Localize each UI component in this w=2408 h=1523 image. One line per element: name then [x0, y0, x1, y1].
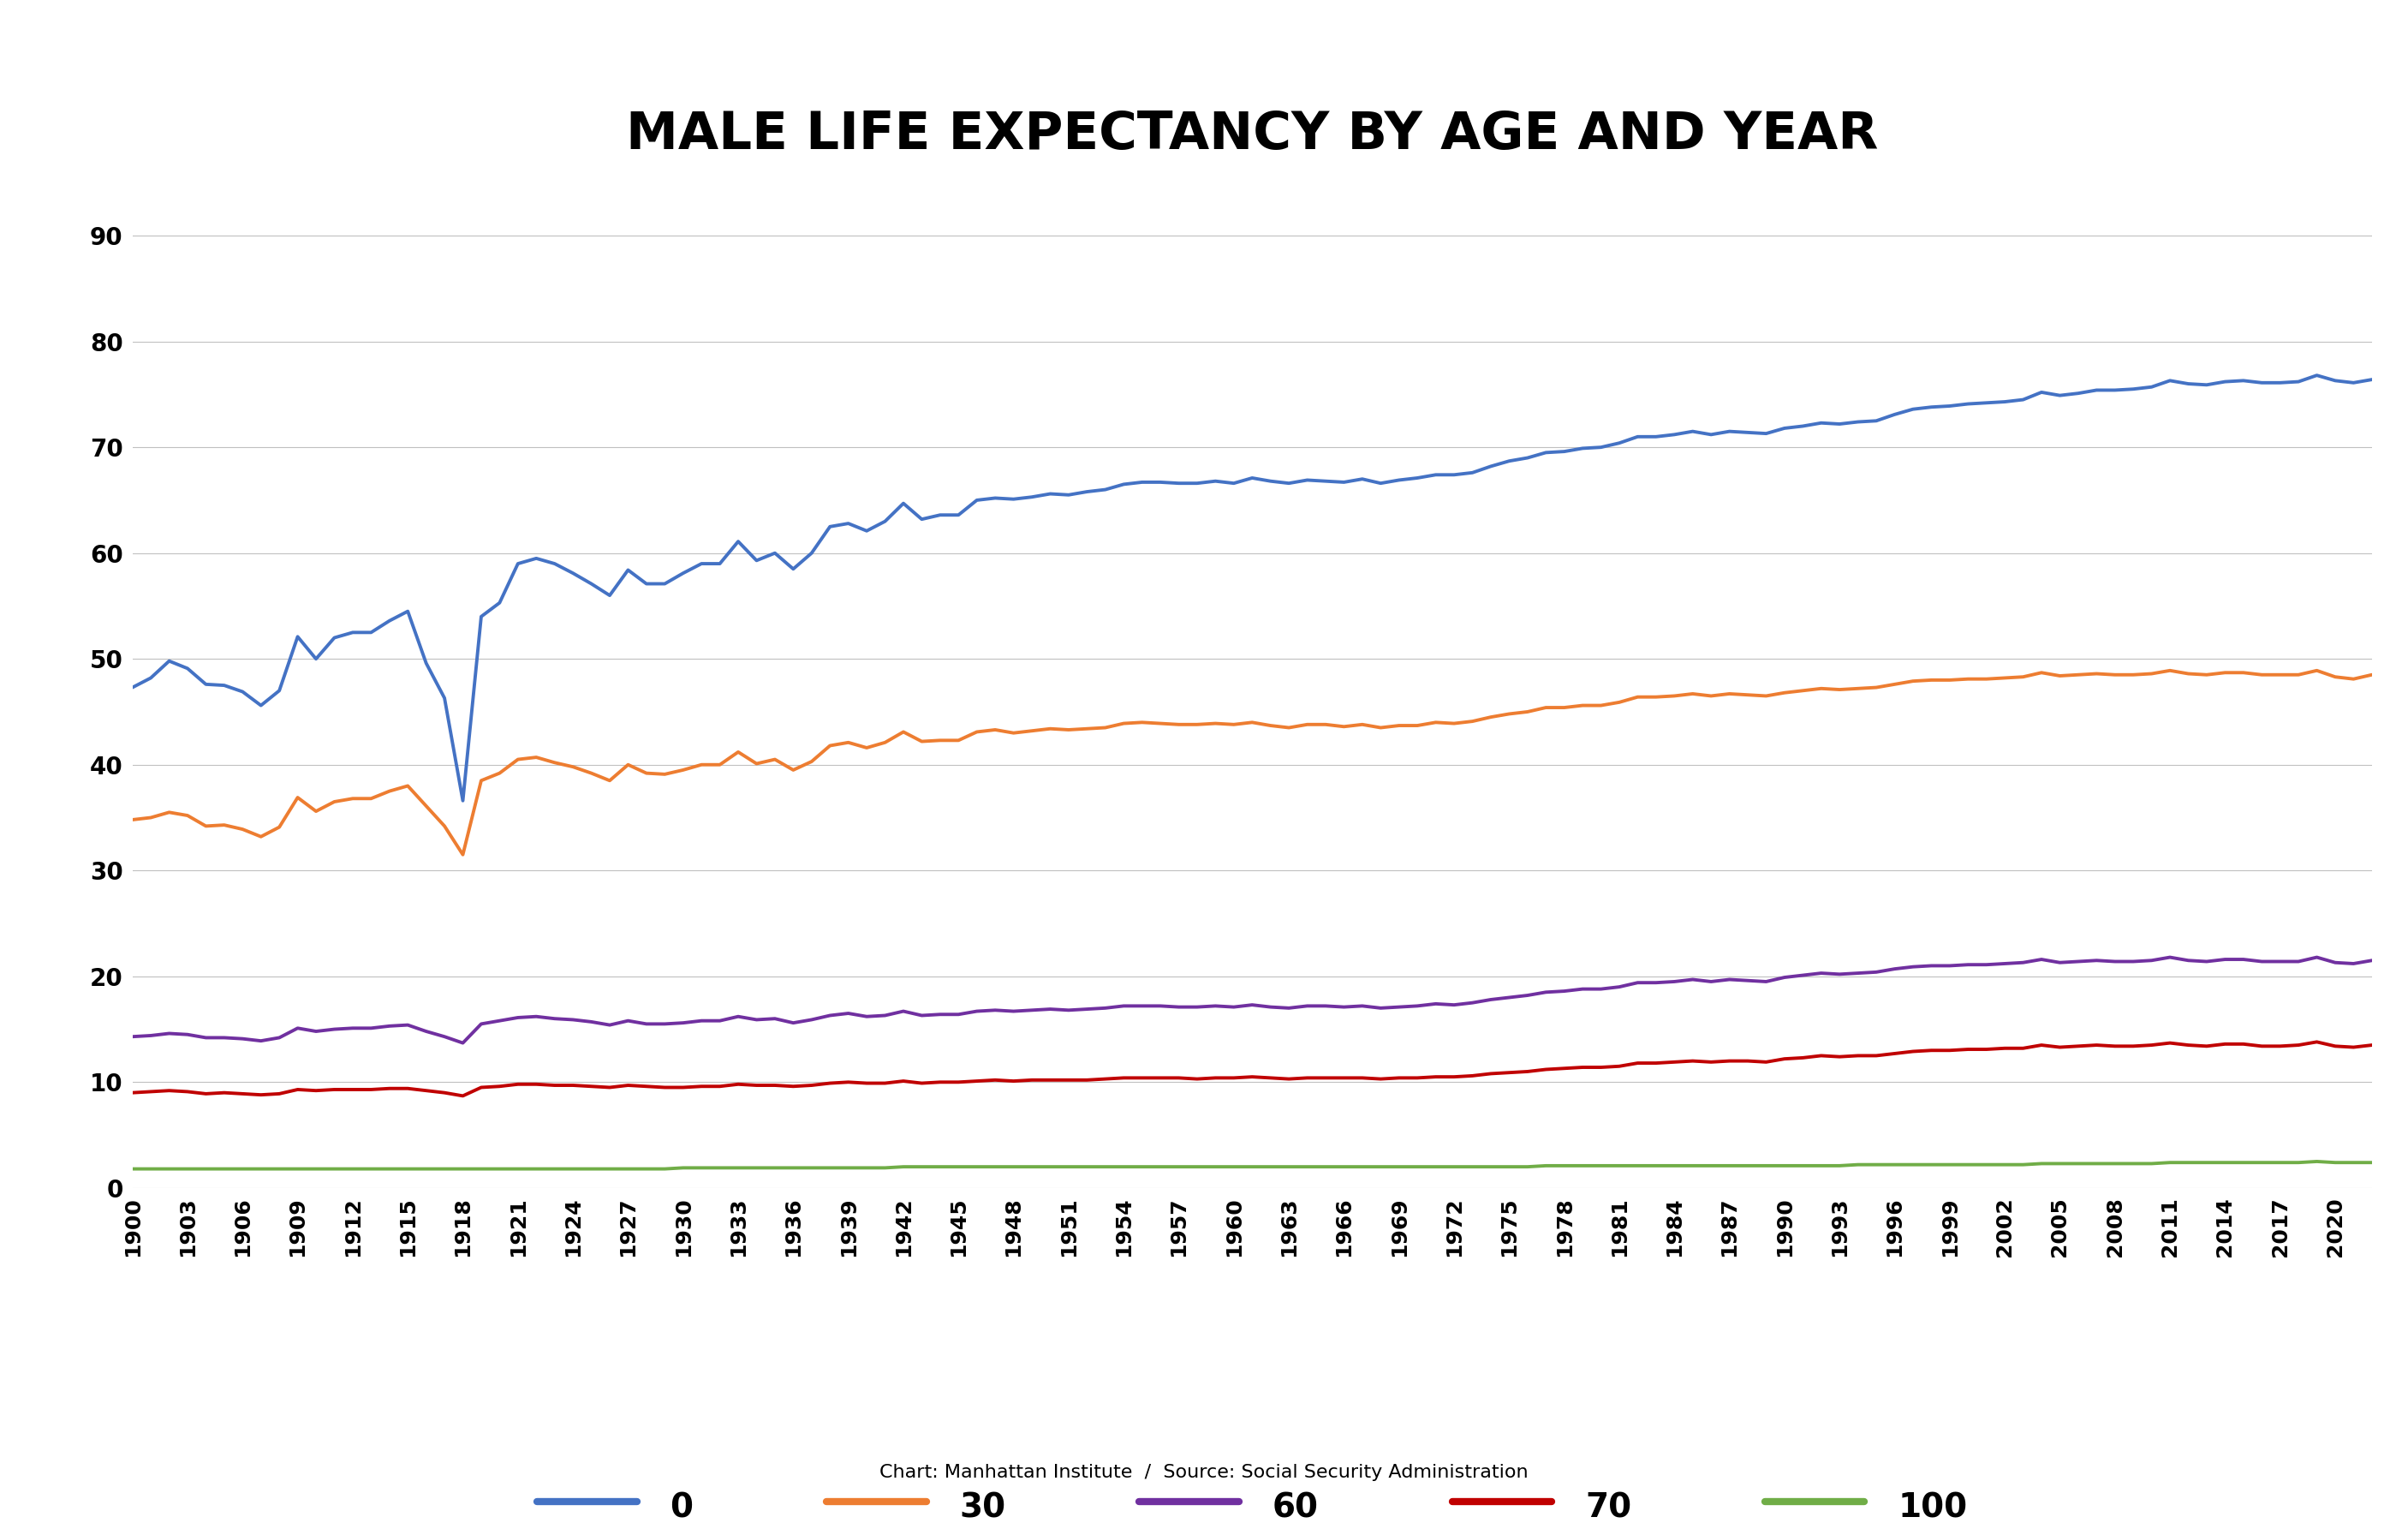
60 [1953, 955, 1982, 973]
70 [2302, 1033, 2331, 1051]
30 [448, 845, 477, 864]
30 [246, 827, 275, 845]
60 [778, 1014, 807, 1033]
60 [246, 1031, 275, 1049]
30 [778, 762, 807, 780]
0 [337, 623, 366, 641]
0 [448, 792, 477, 810]
Line: 0: 0 [132, 375, 2372, 801]
70 [376, 1080, 405, 1098]
Line: 30: 30 [132, 670, 2372, 854]
100 [761, 1159, 790, 1177]
0 [376, 612, 405, 631]
Line: 60: 60 [132, 958, 2372, 1043]
60 [2357, 952, 2386, 970]
60 [376, 1017, 405, 1036]
Title: MALE LIFE EXPECTANCY BY AGE AND YEAR: MALE LIFE EXPECTANCY BY AGE AND YEAR [626, 110, 1878, 160]
Line: 100: 100 [132, 1162, 2372, 1168]
70 [448, 1087, 477, 1106]
100 [246, 1159, 275, 1177]
100 [118, 1159, 147, 1177]
0 [2302, 366, 2331, 384]
60 [448, 1034, 477, 1052]
30 [2357, 666, 2386, 684]
Line: 70: 70 [132, 1042, 2372, 1097]
100 [376, 1159, 405, 1177]
70 [337, 1080, 366, 1098]
70 [246, 1086, 275, 1104]
70 [778, 1077, 807, 1095]
100 [2302, 1153, 2331, 1171]
70 [1110, 1069, 1139, 1087]
30 [2155, 661, 2184, 679]
70 [1953, 1040, 1982, 1058]
30 [1953, 670, 1982, 688]
100 [1091, 1157, 1120, 1176]
70 [118, 1083, 147, 1101]
100 [1936, 1156, 1965, 1174]
60 [118, 1028, 147, 1046]
30 [337, 789, 366, 807]
0 [118, 678, 147, 696]
0 [2357, 370, 2386, 388]
0 [246, 696, 275, 714]
60 [1110, 998, 1139, 1016]
0 [1953, 394, 1982, 413]
Text: Chart: Manhattan Institute  /  Source: Social Security Administration: Chart: Manhattan Institute / Source: Soc… [879, 1464, 1529, 1480]
100 [2357, 1153, 2386, 1171]
30 [376, 781, 405, 800]
70 [2357, 1036, 2386, 1054]
30 [118, 810, 147, 829]
0 [778, 560, 807, 579]
30 [1110, 714, 1139, 733]
60 [2155, 949, 2184, 967]
60 [337, 1019, 366, 1037]
0 [1110, 475, 1139, 493]
Legend: 0, 30, 60, 70, 100: 0, 30, 60, 70, 100 [537, 1486, 1967, 1523]
100 [337, 1159, 366, 1177]
